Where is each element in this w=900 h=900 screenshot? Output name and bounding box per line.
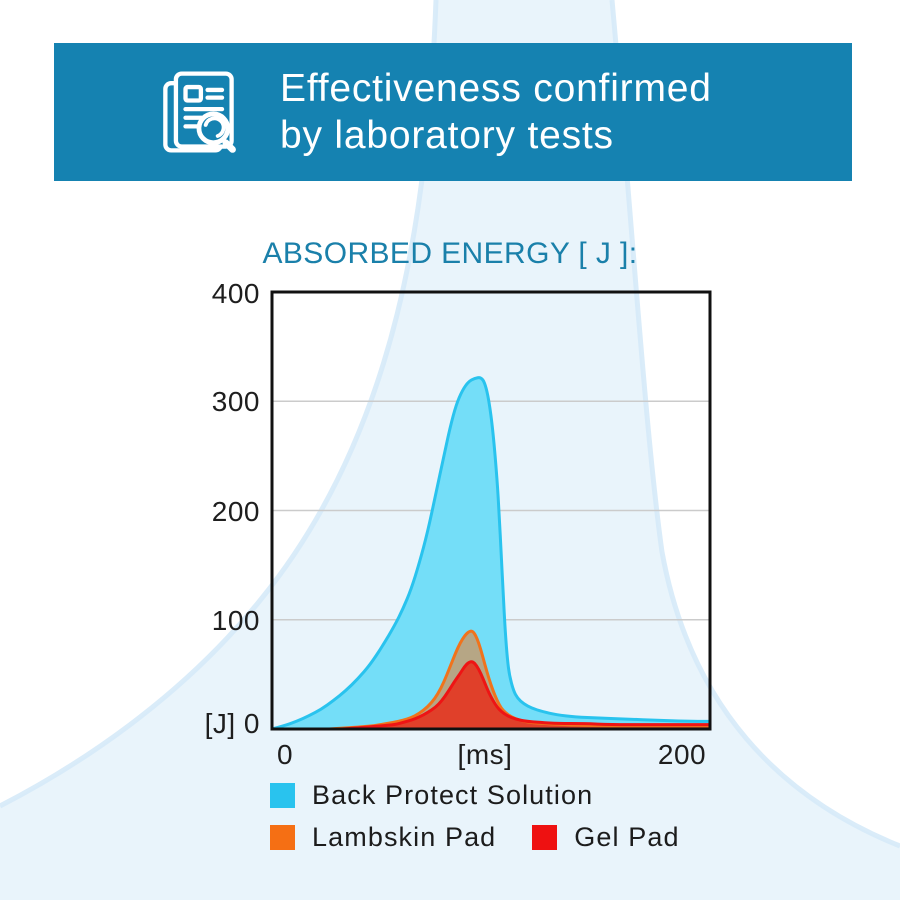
x-axis-unit-label: [ms] bbox=[457, 739, 513, 770]
header-title-line2: by laboratory tests bbox=[280, 114, 614, 157]
x-axis-label-200: 200 bbox=[657, 739, 707, 770]
y-axis-label-100: 100 bbox=[211, 605, 260, 636]
document-search-icon bbox=[163, 71, 236, 153]
x-axis-label-0: 0 bbox=[276, 739, 294, 770]
header-banner: Effectiveness confirmed by laboratory te… bbox=[54, 43, 852, 181]
legend-label-back-protect-solution: Back Protect Solution bbox=[312, 780, 594, 810]
legend-row: Back Protect Solution bbox=[270, 780, 680, 811]
legend-label-gel-pad: Gel Pad bbox=[574, 822, 680, 852]
legend-swatch-lambskin-pad bbox=[270, 825, 295, 850]
legend-label-lambskin-pad: Lambskin Pad bbox=[312, 822, 497, 852]
legend-swatch-back-protect-solution bbox=[270, 783, 295, 808]
y-axis-label-zero: [J] 0 bbox=[204, 708, 260, 739]
y-axis-label-300: 300 bbox=[211, 386, 260, 417]
y-axis-label-200: 200 bbox=[211, 496, 260, 527]
header-title: Effectiveness confirmed by laboratory te… bbox=[280, 65, 712, 159]
legend-row: Lambskin Pad Gel Pad bbox=[270, 822, 680, 853]
legend: Back Protect Solution Lambskin Pad Gel P… bbox=[270, 780, 680, 864]
absorbed-energy-plot bbox=[270, 290, 712, 731]
absorbed-energy-chart: 400 300 200 100 [J] 0 0 [ms] 200 bbox=[150, 278, 790, 780]
legend-swatch-gel-pad bbox=[532, 825, 558, 850]
y-axis-label-400: 400 bbox=[211, 278, 260, 309]
chart-title: ABSORBED ENERGY [ J ]: bbox=[262, 237, 638, 270]
header-title-line1: Effectiveness confirmed bbox=[280, 67, 712, 110]
